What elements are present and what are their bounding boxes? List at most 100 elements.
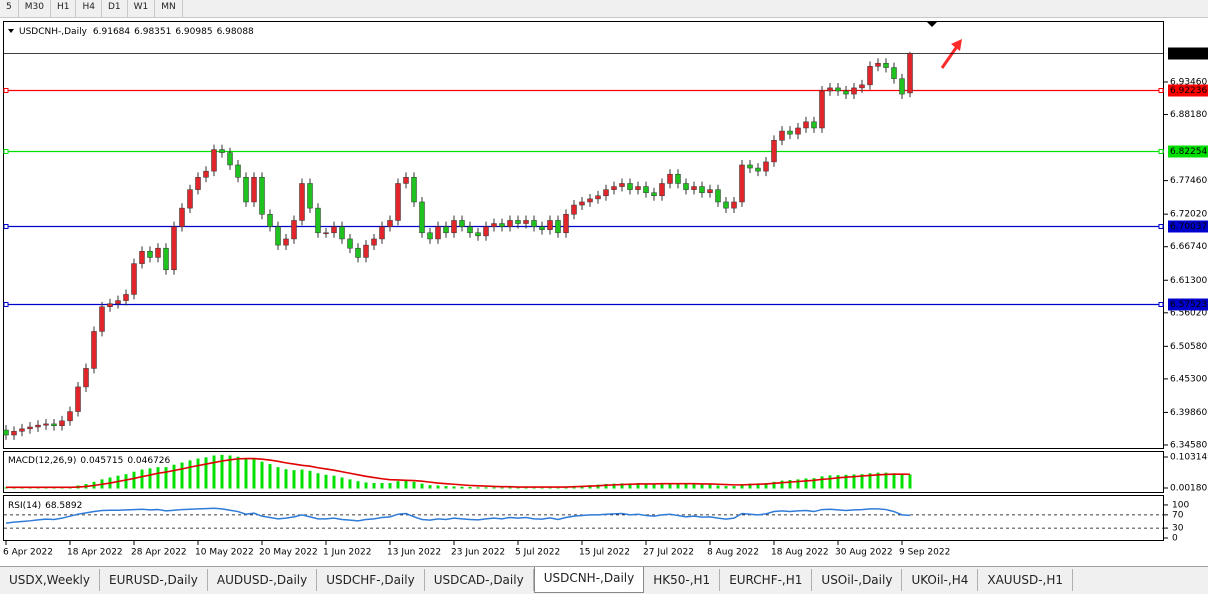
level-handle [1158,88,1164,93]
chart-tab[interactable]: EURUSD-,Daily [100,569,208,591]
macd-bar [604,483,608,489]
candle-body [891,67,897,79]
y-tick-label: 6.72020 [1170,210,1207,220]
candle-body [499,223,505,227]
macd-bar [476,487,480,489]
candle-body [139,251,145,264]
chart-tab[interactable]: USOil-,Daily [812,569,903,591]
price-box [1168,47,1208,60]
timeframe-toolbar: 5 M30 H1 H4 D1 W1 MN [0,0,1208,18]
macd-bar [444,486,448,489]
main-pane-frame [3,21,1164,449]
chart-tab[interactable]: AUDUSD-,Daily [208,569,318,591]
timeframe-button[interactable]: D1 [102,0,128,17]
level-price-label: 6.92236 [1170,86,1207,96]
candle-body [299,183,305,221]
level-price-label: 6.82254 [1170,147,1207,157]
x-tick-label: 1 Jun 2022 [323,548,371,558]
candle-body [187,189,193,209]
chart-tab[interactable]: HK50-,H1 [644,569,721,591]
macd-bar [412,481,416,489]
candle-body [611,186,617,190]
candle-body [195,177,201,190]
timeframe-button[interactable]: H1 [51,0,77,17]
chart-tab[interactable]: UKOil-,H4 [902,569,979,591]
macd-y-tick-label: 0.103149 [1170,453,1208,463]
macd-bar [220,454,224,489]
candle-body [59,420,65,426]
candle-body [371,238,377,246]
candle-body [851,87,857,95]
chart-background [0,18,1208,566]
macd-bar [180,462,184,489]
x-tick-label: 15 Jul 2022 [579,548,630,558]
macd-bar [876,472,880,489]
candle-body [419,201,425,234]
macd-bar [812,478,816,489]
level-handle [3,88,9,93]
timeframe-button[interactable]: MN [155,0,183,17]
candle-body [347,238,353,249]
chart-tab[interactable]: EURCHF-,H1 [720,569,813,591]
candle-body [603,189,609,197]
chart-tab[interactable]: USDCAD-,Daily [425,569,534,591]
candle-body [107,303,113,308]
macd-bar [188,460,192,489]
open-value: 6.91684 [93,27,130,37]
timeframe-button[interactable]: W1 [128,0,156,17]
macd-bar [468,487,472,489]
macd-bar [620,483,624,489]
macd-bar [516,487,520,489]
chart-tab[interactable]: USDCNH-,Daily [533,567,645,593]
high-value: 6.98351 [134,27,171,37]
candle-body [627,183,633,190]
x-tick-label: 27 Jul 2022 [643,548,694,558]
macd-bar [804,478,808,489]
macd-bar [284,469,288,489]
macd-bar [372,483,376,489]
level-handle [3,149,9,154]
candle-body [643,186,649,193]
timeframe-button[interactable]: H4 [76,0,102,17]
annotation-arrow [940,39,962,69]
candle-body [51,423,57,426]
macd-bar [612,483,616,489]
candle-body [19,428,25,432]
chart-tab[interactable]: XAUUSD-,H1 [978,569,1074,591]
candle-body [467,226,473,234]
rsi-y-tick-label: 30 [1172,524,1184,534]
macd-bar [404,480,408,489]
chart-tab[interactable]: USDCHF-,Daily [317,569,425,591]
timeframe-button[interactable]: 5 [0,0,19,17]
y-tick-label: 6.88180 [1170,110,1207,120]
candle-body [899,78,905,95]
rsi-y-tick-label: 0 [1172,534,1178,544]
candle-body [723,201,729,209]
macd-bar [492,487,496,489]
candle-body [579,201,585,206]
candle-body [803,121,809,129]
y-tick-label: 6.34580 [1170,440,1207,450]
macd-bar [900,474,904,489]
macd-bar [348,479,352,489]
candle-body [515,220,521,224]
candle-body [547,220,553,230]
candle-body [155,247,161,258]
level-price-label: 6.57523 [1170,300,1207,310]
candle-body [99,306,105,332]
candle-body [819,90,825,129]
timeframe-button[interactable]: M30 [19,0,51,17]
chart-tab[interactable]: USDX,Weekly [0,569,100,591]
rsi-y-tick-label: 70 [1172,510,1184,520]
candle-body [843,90,849,95]
candle-body [331,226,337,234]
macd-bar [396,481,400,489]
macd-bar [172,464,176,489]
candle-body [667,173,673,184]
candle-body [203,170,209,178]
candle-body [859,84,865,89]
macd-signal-line [6,457,911,489]
candle-body [435,226,441,240]
candle-body [691,186,697,190]
